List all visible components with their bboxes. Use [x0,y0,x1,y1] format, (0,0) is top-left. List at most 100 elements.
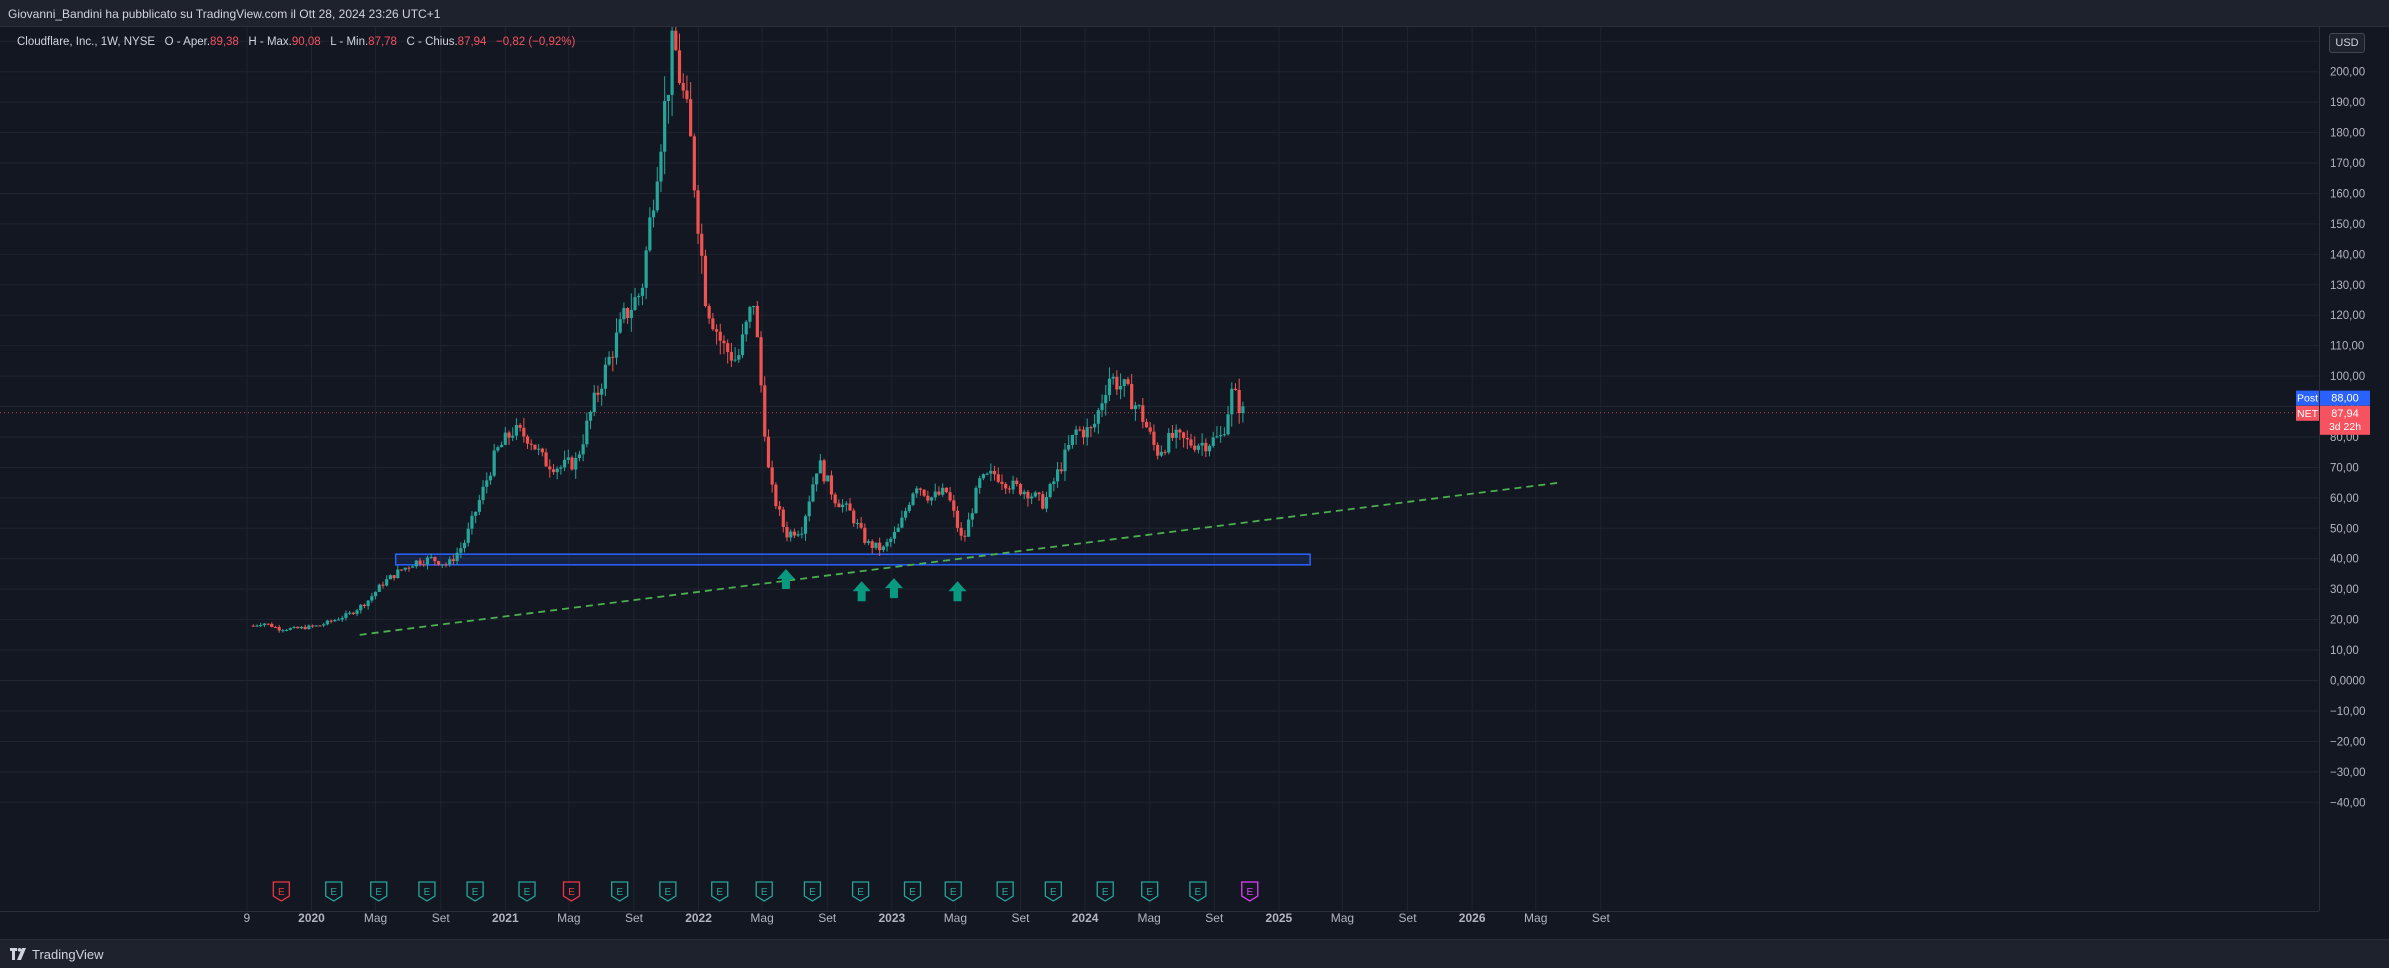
candle-body [1156,444,1160,456]
price-tick-label: 40,00 [2330,554,2359,566]
arrow-markers [776,569,967,602]
candle-body [488,475,493,481]
candle-body [1037,492,1041,495]
price-tick-label: 100,00 [2330,371,2365,383]
candle-body [507,432,511,438]
time-tick-label: 2024 [1072,911,1099,925]
candle-body [340,617,344,620]
candle-body [881,546,885,551]
price-axis[interactable]: −40,00 −30,00 −20,00 −10,00 0,0000 10,00 20,00… [2319,27,2366,911]
time-tick-label: Mag [1137,911,1160,925]
earnings-icon [996,881,1014,902]
time-tick-label: Set [1399,911,1418,925]
candle-body [1015,480,1019,484]
candle-body [852,510,856,524]
candle-body [807,501,811,517]
price-tick-label: 10,00 [2330,645,2359,657]
candle-body [766,436,771,468]
candle-body [1022,491,1026,495]
earnings-label: E [761,887,768,898]
earnings-label: E [278,887,285,898]
candle-body [307,625,311,630]
time-tick-label: Set [625,911,644,925]
earnings-icon [370,881,388,902]
legend-open-label: O - Aper. [164,36,211,48]
candle-body [978,478,982,488]
candle-body [777,506,782,510]
net-label-badge [2296,405,2319,421]
candle-body [674,30,678,51]
candle-body [266,623,270,625]
price-tick-label: −40,00 [2330,797,2366,809]
candle-body [1181,432,1186,439]
candle-body [1067,444,1071,450]
candle-body [474,511,478,516]
candle-body [399,569,404,571]
up-arrow-icon [948,581,967,602]
candle-body [477,500,481,512]
time-axis[interactable]: 9 2020 Mag Set 2021 Mag Set 2022 Mag Set 2023 Mag Se… [0,911,2319,925]
candle-body [440,564,444,566]
candle-body [1030,496,1034,499]
candle-body [981,474,986,479]
candle-body [533,444,537,450]
candle-body [1081,429,1086,438]
candle-body [763,385,767,437]
candle-body [618,319,622,333]
legend-high-label: H - Max. [248,36,292,48]
candle-body [963,535,967,537]
candle-body [388,575,392,580]
candle-body [366,600,370,607]
candle-body [622,308,626,320]
candle-body [759,337,763,386]
candle-body [733,359,737,361]
support-zone-layer[interactable] [394,553,1311,566]
candle-body [485,480,489,487]
earnings-label: E [1195,887,1202,898]
price-tick-label: 70,00 [2330,462,2359,474]
candle-body [1007,488,1011,490]
candle-body [848,503,852,511]
time-tick-label: 2023 [878,911,905,925]
candle-body [1167,432,1171,453]
time-tick-label: Set [1205,911,1224,925]
candle-body [855,522,860,524]
currency-button[interactable]: USD [2329,33,2365,53]
candle-body [1074,429,1078,435]
candle-body [929,497,934,501]
candle-body [755,305,759,338]
candle-body [967,519,971,537]
trendline[interactable] [359,481,1560,636]
chart-area[interactable]: E E E E E E E E E E E E E E E E E E E E E −40,00 −30,00 −20,00… [0,27,2389,939]
earnings-icon [1241,881,1259,902]
publish-bar: Giovanni_Bandini ha pubblicato su Tradin… [0,0,2389,27]
candle-body [752,305,756,307]
earnings-icon [903,881,922,902]
candle-body [1070,434,1074,445]
post-price-text: 88,00 [2331,393,2359,405]
candle-body [818,460,822,474]
tradingview-brand[interactable]: TradingView [32,947,104,962]
candle-body [574,458,578,470]
up-arrow-icon [884,578,903,599]
candle-body [1089,427,1093,429]
candle-body [681,83,685,91]
price-tick-label: 190,00 [2330,97,2365,109]
candle-body [559,467,563,469]
candle-body [1041,494,1045,509]
price-tick-label: 140,00 [2330,249,2365,261]
tradingview-logo-icon[interactable] [10,948,28,960]
trendline-layer[interactable] [359,481,1560,636]
candle-body [581,444,585,455]
candle-body [629,309,633,319]
candle-body [1107,378,1112,396]
candle-body [796,534,800,536]
support-zone-rect[interactable] [394,553,1311,566]
candle-body [359,604,363,611]
net-price-text: 87,94 [2331,408,2359,420]
earnings-label: E [375,887,382,898]
candle-body [829,475,834,495]
candle-body [822,460,826,482]
chart-canvas[interactable]: E E E E E E E E E E E E E E E E E E E E E −40,00 −30,00 −20,00… [0,27,2389,939]
candle-body [1000,481,1004,484]
